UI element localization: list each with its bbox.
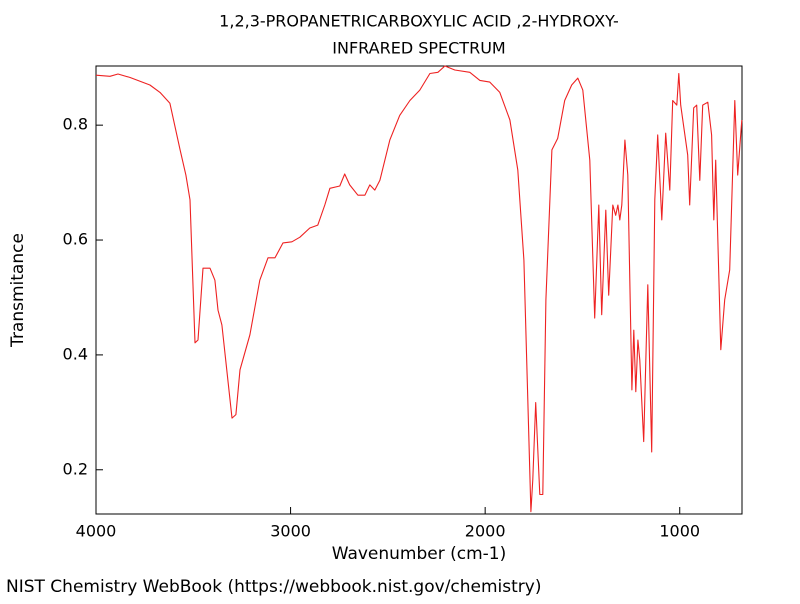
footer: NIST Chemistry WebBook (https://webbook.… <box>6 577 541 597</box>
x-tick-label: 3000 <box>270 522 311 541</box>
chart-subtitle: INFRARED SPECTRUM <box>332 39 505 58</box>
chart-title: 1,2,3-PROPANETRICARBOXYLIC ACID ,2-HYDRO… <box>219 12 619 31</box>
spectrum-line <box>95 65 743 513</box>
x-axis-label: Wavenumber (cm-1) <box>332 544 507 564</box>
y-tick-label: 0.4 <box>63 344 88 363</box>
x-tick-label: 1000 <box>659 522 700 541</box>
y-tick-label: 0.6 <box>63 230 88 249</box>
plot-frame <box>95 65 743 515</box>
y-tick-label: 0.2 <box>63 459 88 478</box>
y-axis-label: Transmitance <box>8 233 28 348</box>
x-tick-label: 2000 <box>465 522 506 541</box>
x-tick-label: 4000 <box>76 522 117 541</box>
y-tick-label: 0.8 <box>63 115 88 134</box>
